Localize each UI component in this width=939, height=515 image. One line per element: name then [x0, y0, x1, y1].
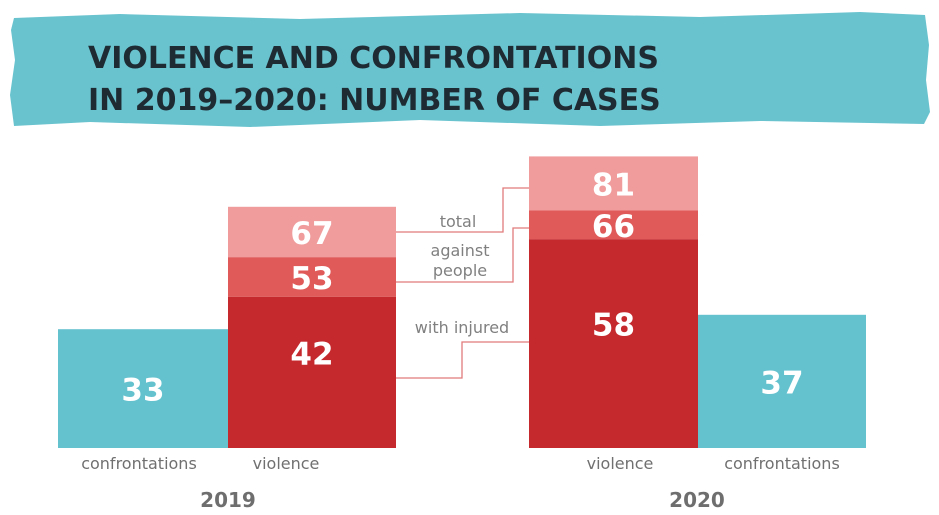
violence-against-people-segment-2019 — [228, 257, 396, 297]
annotation-total: total — [440, 212, 477, 231]
annotation-against-line2: people — [433, 261, 487, 280]
year-label-2019: 2019 — [200, 488, 256, 512]
category-label-confrontations-2020: confrontations — [724, 454, 840, 473]
violence-total-segment-2020 — [529, 156, 698, 211]
violence-total-value-2020: 81 — [592, 167, 635, 203]
chart-title-line2: IN 2019–2020: NUMBER OF CASES — [88, 83, 661, 118]
violence-against-people-segment-2020 — [529, 210, 698, 240]
confrontations-value-2019: 33 — [121, 373, 164, 409]
violence-against-people-value-2019: 53 — [290, 261, 333, 297]
category-label-violence-2019: violence — [253, 454, 320, 473]
category-label-confrontations-2019: confrontations — [81, 454, 197, 473]
violence-with-injured-value-2019: 42 — [290, 336, 333, 372]
violence-total-value-2019: 67 — [290, 216, 333, 252]
title-banner — [10, 12, 930, 127]
bars-layer — [58, 156, 866, 448]
total-connector-line — [396, 187, 529, 233]
category-label-violence-2020: violence — [587, 454, 654, 473]
violence-against-people-value-2020: 66 — [592, 209, 635, 245]
violence-with-injured-value-2020: 58 — [592, 308, 635, 344]
violence-with-injured-segment-2020 — [529, 239, 698, 448]
value-labels-layer: 33 67 53 42 37 81 66 58 — [121, 167, 803, 408]
with-injured-connector-line — [396, 341, 529, 379]
year-label-2020: 2020 — [669, 488, 725, 512]
confrontations-value-2020: 37 — [760, 365, 803, 401]
against-people-connector-line — [396, 227, 529, 283]
chart-title-line1: VIOLENCE AND CONFRONTATIONS — [88, 41, 659, 76]
confrontations-bar-2019 — [58, 329, 228, 448]
annotation-with-injured: with injured — [415, 318, 509, 337]
violence-total-segment-2019 — [228, 206, 396, 258]
annotation-lines — [396, 187, 529, 379]
violence-with-injured-segment-2019 — [228, 296, 396, 448]
confrontations-bar-2020 — [698, 314, 866, 448]
annotation-against-line1: against — [431, 241, 490, 260]
